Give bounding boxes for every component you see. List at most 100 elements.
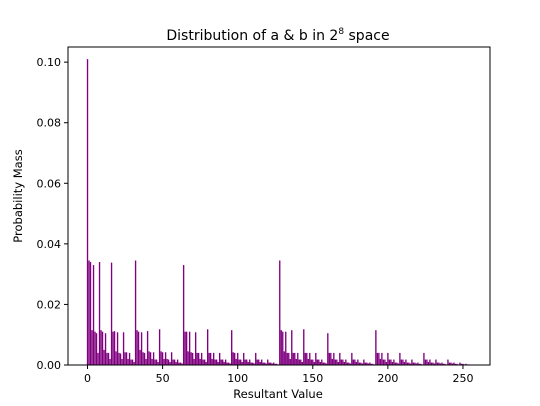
bar-245	[454, 363, 457, 365]
bar-177	[352, 359, 355, 365]
bar-135	[289, 358, 291, 365]
x-axis-ticks: 0 50 100 150 200 250	[84, 365, 473, 385]
bar-33	[136, 330, 138, 365]
y-tick-label-3: 0.06	[37, 177, 62, 190]
bar-118	[264, 362, 266, 365]
bar-47	[157, 361, 159, 365]
bar-63	[181, 363, 183, 365]
bar-216	[411, 359, 413, 365]
bar-145	[304, 352, 306, 365]
bar-12	[104, 333, 107, 365]
bar-174	[348, 362, 350, 365]
bar-30	[131, 359, 134, 365]
bar-39	[145, 358, 147, 365]
bar-31	[133, 361, 135, 365]
bar-162	[330, 352, 332, 365]
bar-250	[462, 363, 464, 365]
bar-248	[459, 362, 461, 365]
bar-167	[337, 361, 339, 365]
bar-126	[276, 363, 278, 365]
bar-129	[280, 330, 282, 365]
bar-71	[193, 358, 195, 365]
bar-199	[385, 361, 388, 365]
bar-179	[355, 361, 358, 365]
x-tick-label-5: 250	[452, 372, 473, 385]
bar-0	[86, 59, 89, 366]
bar-67	[187, 351, 189, 365]
bar-24	[122, 332, 125, 365]
bar-236	[441, 362, 443, 365]
bar-60	[176, 359, 179, 365]
bar-195	[379, 358, 382, 365]
bar-16	[110, 262, 113, 365]
bar-79	[205, 361, 207, 365]
bar-187	[367, 363, 370, 365]
bar-8	[98, 262, 101, 365]
bar-85	[214, 359, 216, 365]
bar-155	[319, 361, 321, 365]
bar-170	[342, 359, 344, 365]
bar-219	[415, 363, 418, 365]
bar-15	[109, 358, 111, 365]
bar-59	[175, 361, 177, 365]
bar-116	[261, 359, 263, 365]
bar-99	[235, 358, 237, 365]
bar-188	[369, 362, 371, 365]
bar-84	[213, 352, 215, 365]
bar-130	[282, 331, 284, 365]
bar-10	[101, 331, 104, 365]
bar-21	[118, 352, 120, 365]
bar-45	[154, 359, 156, 365]
bar-148	[309, 352, 311, 365]
bar-37	[142, 352, 144, 365]
bar-50	[161, 352, 164, 365]
bar-112	[255, 352, 257, 365]
bar-183	[361, 363, 364, 365]
plot-frame	[67, 46, 491, 366]
bar-231	[433, 363, 436, 365]
bar-212	[405, 359, 407, 365]
bar-165	[334, 359, 336, 365]
bar-73	[196, 352, 198, 365]
bar-225	[424, 359, 427, 365]
bar-107	[247, 361, 249, 365]
bar-62	[179, 362, 182, 365]
x-tick-label-4: 200	[377, 372, 398, 385]
bar-140	[297, 352, 299, 365]
bar-82	[209, 352, 212, 365]
bar-133	[286, 352, 288, 365]
y-tick-label-1: 0.02	[37, 298, 62, 311]
bar-153	[316, 359, 318, 365]
y-axis-label: Probability Mass	[11, 149, 25, 242]
bar-134	[288, 352, 290, 365]
y-tick-label-4: 0.08	[37, 117, 62, 130]
bar-87	[217, 361, 219, 365]
bar-74	[197, 352, 200, 365]
bar-9	[100, 330, 102, 365]
bar-90	[222, 359, 224, 365]
bar-89	[220, 359, 222, 365]
bar-65	[184, 331, 186, 365]
bar-102	[240, 359, 242, 365]
bar-77	[202, 359, 204, 365]
bar-29	[130, 359, 132, 365]
bar-220	[417, 362, 419, 365]
bar-169	[340, 359, 342, 365]
bar-181	[358, 362, 361, 365]
bar-168	[339, 352, 341, 365]
bar-156	[321, 359, 323, 365]
bar-11	[103, 349, 105, 365]
bar-209	[400, 359, 403, 365]
bar-18	[113, 331, 116, 365]
bar-180	[357, 359, 359, 365]
bar-233	[436, 362, 439, 365]
bar-230	[432, 362, 434, 365]
bar-194	[378, 352, 380, 365]
bar-227	[427, 361, 430, 365]
bar-149	[310, 359, 312, 365]
bar-66	[185, 331, 188, 365]
bar-122	[270, 362, 272, 365]
bar-128	[279, 260, 281, 365]
bar-41	[148, 351, 150, 365]
bar-161	[328, 352, 330, 365]
